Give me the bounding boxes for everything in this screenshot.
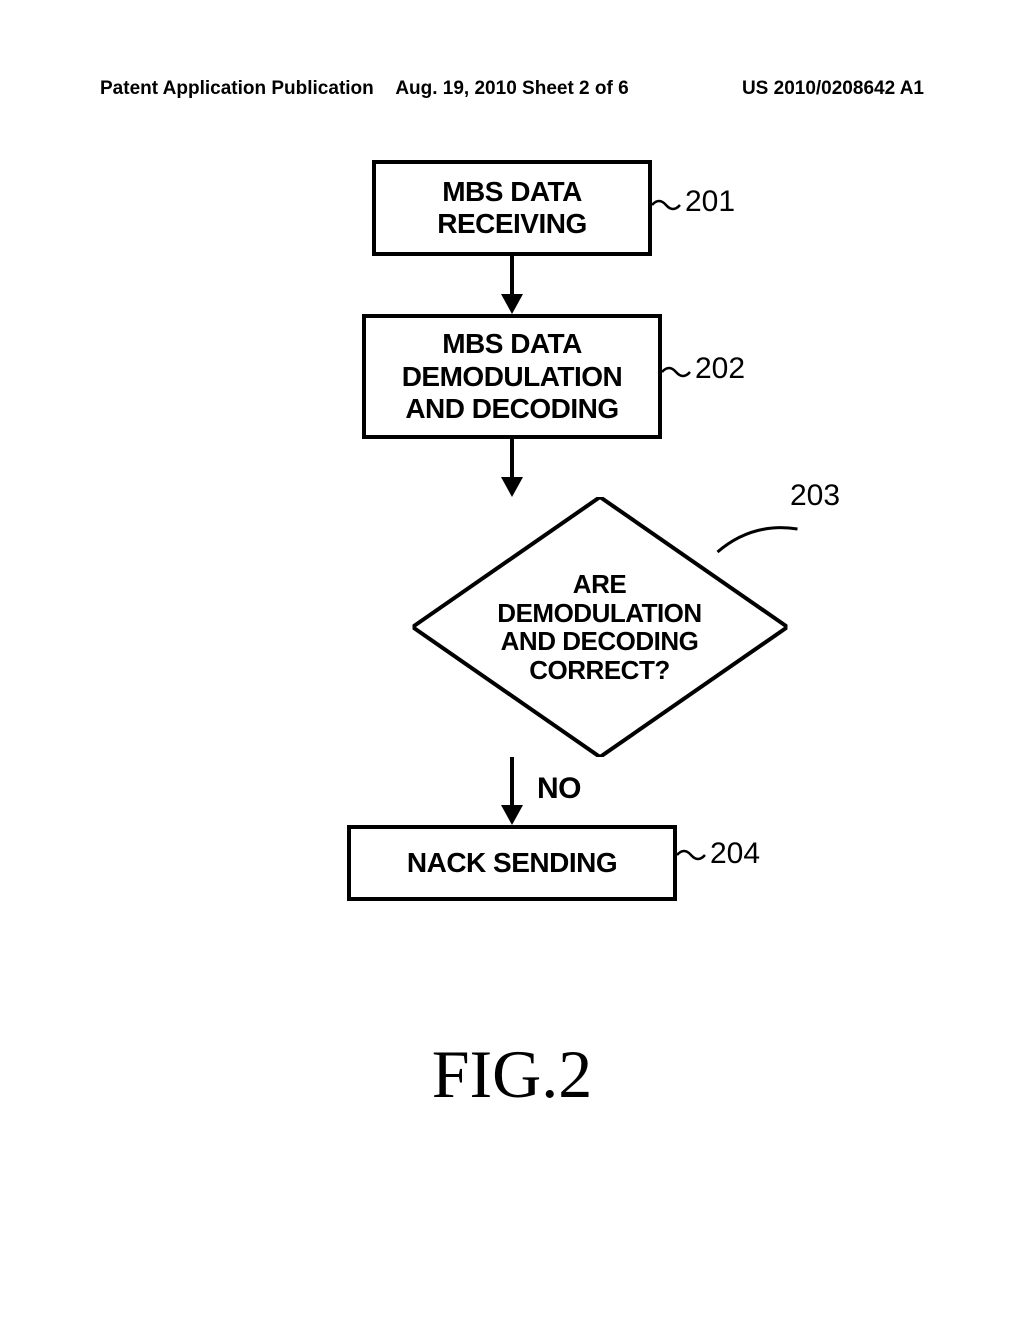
header-left: Patent Application Publication (100, 78, 375, 100)
box1-line2: RECEIVING (396, 208, 628, 240)
arrow-3: NO (237, 757, 787, 825)
decision-text: ARE DEMODULATION AND DECODING CORRECT? (412, 570, 787, 684)
decision-line4: CORRECT? (412, 656, 787, 685)
ref-202: 202 (695, 352, 745, 386)
process-box-2: MBS DATA DEMODULATION AND DECODING (362, 314, 662, 439)
ref-203: 203 (790, 479, 840, 513)
ref-pointer-4 (677, 845, 707, 865)
box1-line1: MBS DATA (396, 176, 628, 208)
ref-201: 201 (685, 185, 735, 219)
header-center: Aug. 19, 2010 Sheet 2 of 6 (375, 78, 650, 100)
box2-line3: AND DECODING (381, 393, 643, 425)
header-right: US 2010/0208642 A1 (649, 78, 924, 100)
box2-line1: MBS DATA (381, 328, 643, 360)
decision-line1: ARE (412, 570, 787, 599)
no-label: NO (537, 772, 581, 806)
page-header: Patent Application Publication Aug. 19, … (0, 78, 1024, 100)
arrow-2 (237, 439, 787, 497)
process-box-1: MBS DATA RECEIVING (372, 160, 652, 256)
ref-204: 204 (710, 837, 760, 871)
decision-line3: AND DECODING (412, 627, 787, 656)
flowchart-container: MBS DATA RECEIVING 201 MBS DATA DEMODULA… (237, 160, 787, 901)
process-box-3: NACK SENDING (347, 825, 677, 901)
decision-line2: DEMODULATION (412, 598, 787, 627)
ref-pointer-2 (662, 362, 692, 382)
decision-box: ARE DEMODULATION AND DECODING CORRECT? 2… (412, 497, 787, 757)
box2-line2: DEMODULATION (381, 361, 643, 393)
ref-pointer-1 (652, 195, 682, 215)
figure-label: FIG.2 (432, 1035, 593, 1114)
arrow-1 (237, 256, 787, 314)
box3-text: NACK SENDING (407, 847, 617, 878)
